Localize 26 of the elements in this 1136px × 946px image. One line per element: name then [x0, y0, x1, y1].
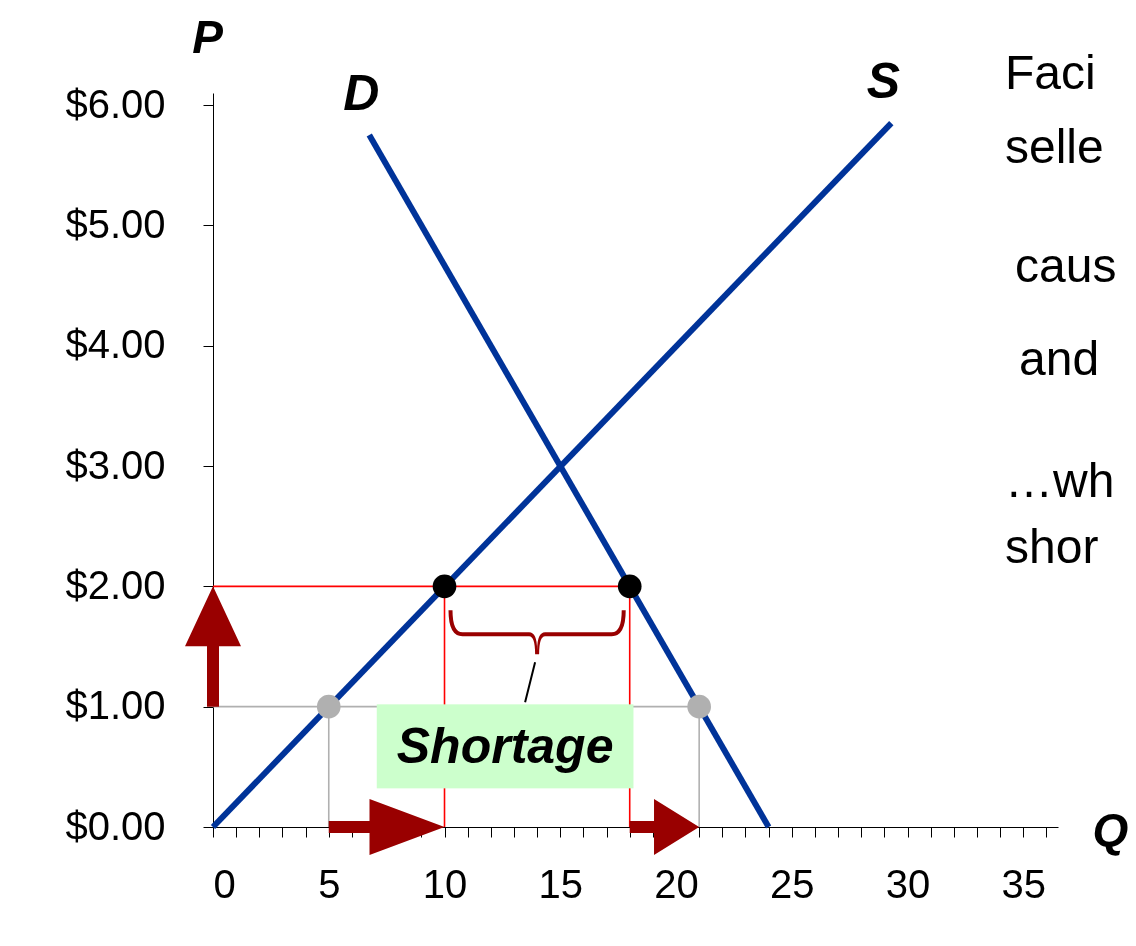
y-axis-title: P — [192, 10, 224, 63]
series-label: S — [866, 53, 900, 110]
x-tick-label: 5 — [318, 861, 341, 906]
x-tick-label: 35 — [1001, 861, 1047, 906]
annotation: and — [1019, 332, 1100, 385]
series-label: D — [343, 65, 380, 122]
x-axis-title: Q — [1092, 803, 1129, 856]
annotation: Shortage — [396, 718, 614, 775]
y-tick-label: $5.00 — [65, 201, 166, 246]
annotation: …wh — [1005, 454, 1115, 507]
annotation: Faci — [1005, 46, 1096, 99]
x-tick-label: 30 — [885, 861, 931, 906]
annotation: caus — [1015, 239, 1117, 292]
x-tick-label: 20 — [654, 861, 699, 906]
annotation: selle — [1005, 120, 1104, 173]
x-tick-label: 0 — [213, 861, 236, 906]
x-tick-label: 15 — [538, 861, 584, 906]
y-tick-label: $6.00 — [65, 81, 166, 126]
x-tick-label: 10 — [422, 861, 468, 906]
x-tick-label: 25 — [770, 861, 815, 906]
y-tick-label: $2.00 — [65, 562, 166, 607]
y-tick-label: $0.00 — [65, 803, 166, 848]
y-tick-label: $1.00 — [65, 683, 166, 728]
annotation: shor — [1005, 520, 1099, 573]
y-tick-label: $3.00 — [65, 442, 166, 487]
y-tick-label: $4.00 — [65, 322, 166, 367]
